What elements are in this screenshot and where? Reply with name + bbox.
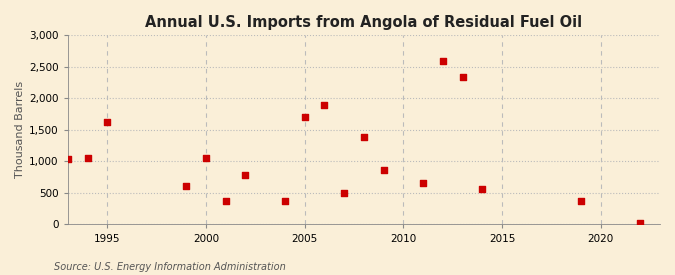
Point — [477, 187, 488, 191]
Point — [635, 220, 646, 225]
Point — [339, 191, 350, 195]
Point — [358, 135, 369, 139]
Point — [437, 58, 448, 63]
Point — [102, 120, 113, 125]
Point — [378, 168, 389, 172]
Y-axis label: Thousand Barrels: Thousand Barrels — [15, 81, 25, 178]
Point — [82, 155, 93, 160]
Point — [240, 172, 251, 177]
Point — [220, 199, 231, 203]
Point — [279, 199, 290, 203]
Point — [62, 157, 73, 161]
Point — [418, 181, 429, 185]
Point — [576, 198, 587, 203]
Text: Source: U.S. Energy Information Administration: Source: U.S. Energy Information Administ… — [54, 262, 286, 272]
Point — [319, 103, 330, 108]
Point — [299, 115, 310, 120]
Point — [457, 75, 468, 79]
Point — [181, 184, 192, 188]
Point — [200, 156, 211, 161]
Title: Annual U.S. Imports from Angola of Residual Fuel Oil: Annual U.S. Imports from Angola of Resid… — [145, 15, 583, 30]
